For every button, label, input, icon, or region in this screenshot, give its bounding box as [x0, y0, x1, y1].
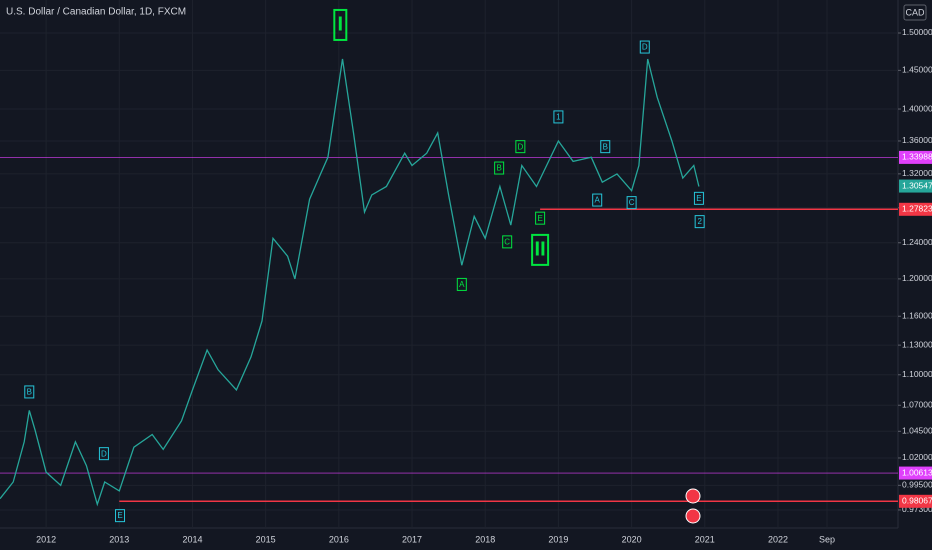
- price-label: 1.27823: [902, 204, 932, 214]
- x-tick-label: 2022: [768, 534, 788, 544]
- wave-label: 1: [556, 113, 561, 122]
- wave-label-box: [694, 215, 705, 229]
- y-tick-label: 1.45000: [902, 65, 932, 75]
- wave-label: B: [603, 142, 608, 151]
- wave-label-box: [531, 233, 550, 266]
- y-tick-label: 1.32000: [902, 168, 932, 178]
- x-tick-label: 2019: [548, 534, 568, 544]
- wave-label-box: [600, 140, 611, 154]
- y-tick-label: 1.13000: [902, 339, 932, 349]
- y-tick-label: 0.97300: [902, 504, 932, 514]
- x-tick-label: 2016: [329, 534, 349, 544]
- event-icon: [685, 508, 701, 524]
- y-tick-label: 1.16000: [902, 310, 932, 320]
- x-tick-label: Sep: [819, 534, 835, 544]
- y-tick-label: 1.24000: [902, 237, 932, 247]
- x-tick-label: 2012: [36, 534, 56, 544]
- wave-label: D: [517, 142, 523, 151]
- x-tick-label: 2018: [475, 534, 495, 544]
- y-tick-label: 1.02000: [902, 452, 932, 462]
- chart-title: U.S. Dollar / Canadian Dollar, 1D, FXCM: [6, 7, 186, 18]
- y-tick-label: 1.10000: [902, 369, 932, 379]
- wave-label-box: [115, 509, 126, 523]
- wave-label: E: [696, 194, 701, 203]
- price-label-box: [899, 179, 932, 193]
- event-icon: [685, 488, 701, 504]
- wave-label: 2: [697, 217, 702, 226]
- x-tick-label: 2020: [622, 534, 642, 544]
- wave-label-box: [333, 8, 348, 41]
- wave-label: C: [629, 198, 635, 207]
- wave-label-box: [553, 110, 564, 124]
- price-label: 0.98067: [902, 496, 932, 506]
- wave-label: D: [642, 43, 648, 52]
- y-tick-label: 1.07000: [902, 399, 932, 409]
- wave-label-box: [639, 40, 650, 54]
- event-icons: [685, 488, 701, 524]
- wave-label-box: [515, 140, 526, 154]
- wave-label-box: [98, 447, 109, 461]
- wave-label: E: [117, 511, 122, 520]
- price-label: 1.30547: [902, 180, 932, 190]
- x-tick-label: 2015: [256, 534, 276, 544]
- price-label-box: [899, 202, 932, 216]
- y-tick-label: 1.36000: [902, 135, 932, 145]
- price-label: 1.33988: [902, 152, 932, 162]
- wave-label-box: [626, 196, 637, 210]
- plot: B D E I A C B D E II 1 B A C D E 2: [0, 8, 898, 523]
- grid: [0, 0, 898, 528]
- currency-box: [903, 4, 927, 21]
- x-tick-label: 2014: [182, 534, 202, 544]
- wave-label: C: [504, 237, 510, 246]
- wave-label: B: [496, 164, 501, 173]
- wave-label: A: [595, 196, 601, 205]
- wave-label-box: [24, 385, 35, 399]
- wave-label: E: [537, 214, 542, 223]
- wave-label: I: [338, 14, 344, 36]
- wave-label: A: [459, 280, 465, 289]
- x-tick-label: 2017: [402, 534, 422, 544]
- wave-label: D: [101, 449, 107, 458]
- wave-label-box: [456, 277, 467, 291]
- y-tick-label: 1.20000: [902, 273, 932, 283]
- price-label-box: [899, 494, 932, 508]
- y-tick-label: 1.40000: [902, 103, 932, 113]
- wave-label-box: [592, 193, 603, 207]
- currency: CAD: [905, 7, 925, 17]
- wave-label-box: [494, 161, 505, 175]
- x-tick-label: 2013: [109, 534, 129, 544]
- price-label-box: [899, 150, 932, 164]
- wave-label: B: [27, 388, 32, 397]
- wave-label-box: [502, 235, 513, 249]
- wave-label-box: [693, 191, 704, 205]
- price-label: 1.00613: [902, 467, 932, 477]
- wave-label: II: [535, 239, 546, 261]
- wave-label-box: [535, 211, 546, 225]
- price-line-series: [0, 58, 700, 507]
- y-tick-label: 0.99500: [902, 480, 932, 490]
- y-tick-label: 1.50000: [902, 27, 932, 37]
- y-tick-label: 1.04500: [902, 426, 932, 436]
- x-tick-label: 2021: [695, 534, 715, 544]
- price-label-box: [899, 466, 932, 480]
